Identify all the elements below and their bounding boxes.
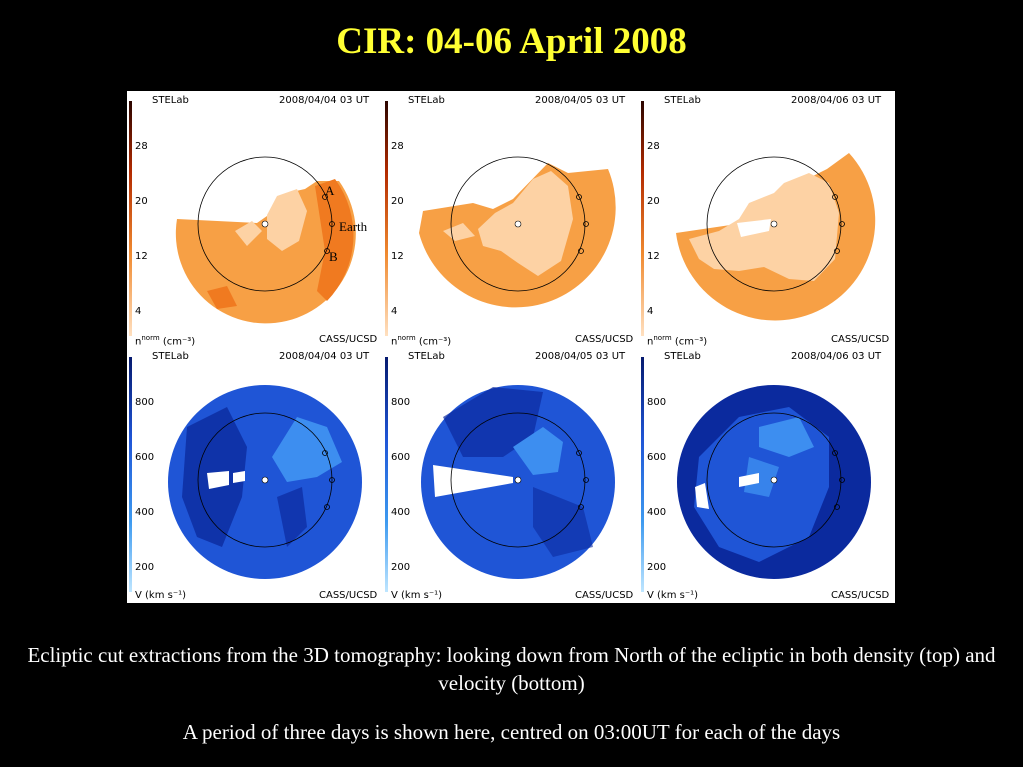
density-panel-0406: STELab 2008/04/06 03 UT 28 20 12 4 nnorm… [639, 91, 895, 347]
tick-label: 12 [647, 251, 660, 262]
tick-label: 20 [391, 196, 404, 207]
unit-label: nnorm (cm⁻³) [647, 334, 708, 348]
panel-source: STELab [152, 351, 189, 362]
density-panel-0405: STELab 2008/04/05 03 UT 28 20 12 4 nnorm… [383, 91, 639, 347]
panel-credit: CASS/UCSD [575, 590, 634, 601]
velocity-panel-0405: STELab 2008/04/05 03 UT 800 600 400 200 … [383, 347, 639, 603]
tick-label: 400 [391, 507, 411, 518]
tick-label: 200 [135, 562, 155, 573]
unit-label: V (km s⁻¹) [135, 590, 187, 601]
panel-source: STELab [408, 95, 445, 106]
tick-label: 600 [647, 452, 667, 463]
tick-label: 600 [135, 452, 155, 463]
panel-credit: CASS/UCSD [831, 590, 890, 601]
density-panel-0404: STELab 2008/04/04 03 UT 28 20 12 4 nnorm… [127, 91, 383, 347]
panel-credit: CASS/UCSD [575, 334, 634, 345]
annotation-a: A [325, 183, 335, 198]
tick-label: 4 [135, 306, 142, 317]
tick-label: 4 [391, 306, 398, 317]
tick-label: 12 [391, 251, 404, 262]
panel-timestamp: 2008/04/04 03 UT [279, 351, 370, 362]
caption-description: Ecliptic cut extractions from the 3D tom… [27, 643, 996, 695]
tick-label: 20 [135, 196, 148, 207]
unit-label: V (km s⁻¹) [647, 590, 699, 601]
tick-label: 400 [135, 507, 155, 518]
panel-timestamp: 2008/04/06 03 UT [791, 95, 882, 106]
velocity-panel-0404: STELab 2008/04/04 03 UT 800 600 400 200 … [127, 347, 383, 603]
annotation-b: B [329, 249, 338, 264]
panel-credit: CASS/UCSD [319, 334, 378, 345]
annotation-earth: Earth [339, 219, 368, 234]
panel-timestamp: 2008/04/05 03 UT [535, 95, 626, 106]
unit-label: nnorm (cm⁻³) [391, 334, 452, 348]
slide-title: CIR: 04-06 April 2008 [336, 21, 687, 62]
panel-source: STELab [408, 351, 445, 362]
panel-timestamp: 2008/04/04 03 UT [279, 95, 370, 106]
tick-label: 600 [391, 452, 411, 463]
panel-source: STELab [664, 95, 701, 106]
tick-label: 28 [391, 141, 404, 152]
panel-source: STELab [664, 351, 701, 362]
tick-label: 20 [647, 196, 660, 207]
panel-timestamp: 2008/04/05 03 UT [535, 351, 626, 362]
tick-label: 800 [135, 397, 155, 408]
tick-label: 800 [391, 397, 411, 408]
unit-label: nnorm (cm⁻³) [135, 334, 196, 348]
tick-label: 800 [647, 397, 667, 408]
tomography-figure: STELab 2008/04/04 03 UT 28 20 12 4 nnorm… [127, 91, 895, 603]
panel-credit: CASS/UCSD [319, 590, 378, 601]
velocity-panel-0406: STELab 2008/04/06 03 UT 800 600 400 200 … [639, 347, 895, 603]
caption-period: A period of three days is shown here, ce… [182, 720, 841, 744]
tick-label: 4 [647, 306, 654, 317]
tick-label: 12 [135, 251, 148, 262]
tick-label: 28 [647, 141, 660, 152]
tick-label: 200 [647, 562, 667, 573]
panel-source: STELab [152, 95, 189, 106]
panel-credit: CASS/UCSD [831, 334, 890, 345]
tick-label: 28 [135, 141, 148, 152]
tick-label: 200 [391, 562, 411, 573]
tick-label: 400 [647, 507, 667, 518]
panel-timestamp: 2008/04/06 03 UT [791, 351, 882, 362]
unit-label: V (km s⁻¹) [391, 590, 443, 601]
